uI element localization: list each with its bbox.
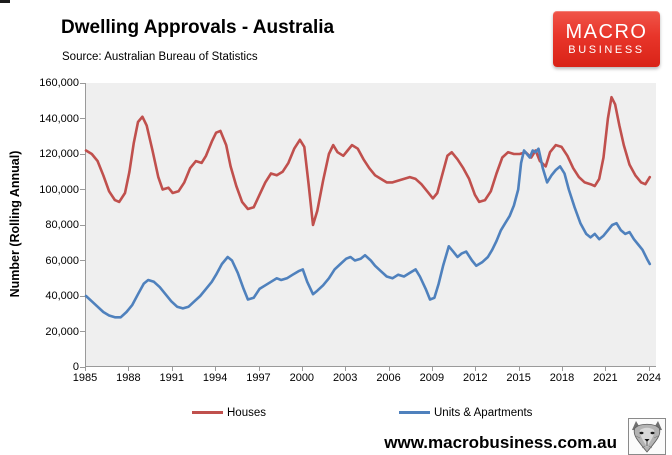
x-tick-mark (605, 367, 607, 371)
x-tick-mark (171, 367, 173, 371)
y-tick-label: 100,000 (39, 183, 79, 196)
website-url[interactable]: www.macrobusiness.com.au (384, 433, 617, 452)
y-tick-mark (80, 82, 85, 84)
logo-text-business: BUSINESS (568, 44, 645, 57)
wolf-mascot-icon (628, 418, 666, 455)
legend-label-houses: Houses (227, 406, 266, 419)
x-tick-mark (475, 367, 477, 371)
series-line-houses (84, 95, 652, 227)
y-tick-label: 120,000 (39, 148, 79, 160)
x-tick-mark (128, 367, 130, 371)
y-tick-mark (80, 260, 85, 261)
x-tick-label: 2000 (289, 372, 315, 384)
y-tick-mark (80, 331, 85, 332)
x-tick-label: 1997 (246, 372, 271, 384)
y-tick-mark (80, 295, 85, 297)
x-tick-label: 2018 (549, 372, 575, 384)
houses-line-swatch (192, 411, 223, 414)
y-tick-label: 20,000 (45, 325, 79, 338)
x-tick-label: 2024 (636, 372, 661, 384)
x-tick-label: 1985 (72, 372, 98, 384)
y-tick-label: 60,000 (45, 254, 79, 267)
source-note: Source: Australian Bureau of Statistics (62, 51, 258, 63)
y-tick-mark (80, 153, 85, 155)
x-tick-label: 2021 (593, 372, 618, 384)
y-tick-label: 80,000 (45, 219, 79, 231)
x-tick-mark (258, 367, 260, 371)
x-tick-label: 1988 (116, 372, 141, 384)
y-tick-label: 160,000 (39, 77, 79, 89)
x-tick-mark (345, 367, 347, 371)
plot-area (84, 83, 656, 367)
x-tick-mark (648, 367, 650, 371)
x-tick-mark (562, 367, 563, 371)
y-tick-label: 40,000 (45, 290, 79, 302)
plot-svg (84, 95, 652, 319)
legend-label-units: Units & Apartments (434, 406, 533, 419)
x-tick-label: 2012 (463, 372, 488, 384)
x-tick-mark (301, 367, 303, 371)
x-tick-mark (518, 367, 520, 371)
x-tick-label: 2009 (419, 372, 445, 384)
x-tick-mark (431, 367, 433, 371)
y-tick-mark (80, 189, 85, 190)
chart-title: Dwelling Approvals - Australia (61, 17, 335, 38)
screen-corner-artifact (0, 0, 10, 3)
x-tick-label: 2003 (332, 372, 358, 384)
units-line-swatch (399, 411, 430, 414)
y-tick-mark (80, 224, 85, 226)
y-tick-mark (80, 366, 85, 368)
x-tick-label: 1994 (202, 372, 228, 384)
legend-item-units: Units & Apartments (399, 406, 532, 419)
legend-item-houses: Houses (192, 406, 266, 419)
x-tick-mark (85, 367, 86, 371)
series-line-units (84, 147, 652, 319)
y-tick-label: 140,000 (39, 112, 79, 125)
y-tick-label: 0 (72, 361, 79, 373)
logo-text-macro: MACRO (565, 20, 648, 43)
x-tick-mark (215, 367, 217, 371)
x-tick-label: 1991 (159, 372, 184, 384)
x-tick-label: 2015 (506, 372, 531, 384)
y-tick-mark (80, 118, 85, 119)
x-tick-label: 2006 (376, 372, 401, 384)
x-tick-mark (388, 367, 390, 371)
macrobusiness-logo[interactable]: MACRO BUSINESS (553, 11, 660, 67)
